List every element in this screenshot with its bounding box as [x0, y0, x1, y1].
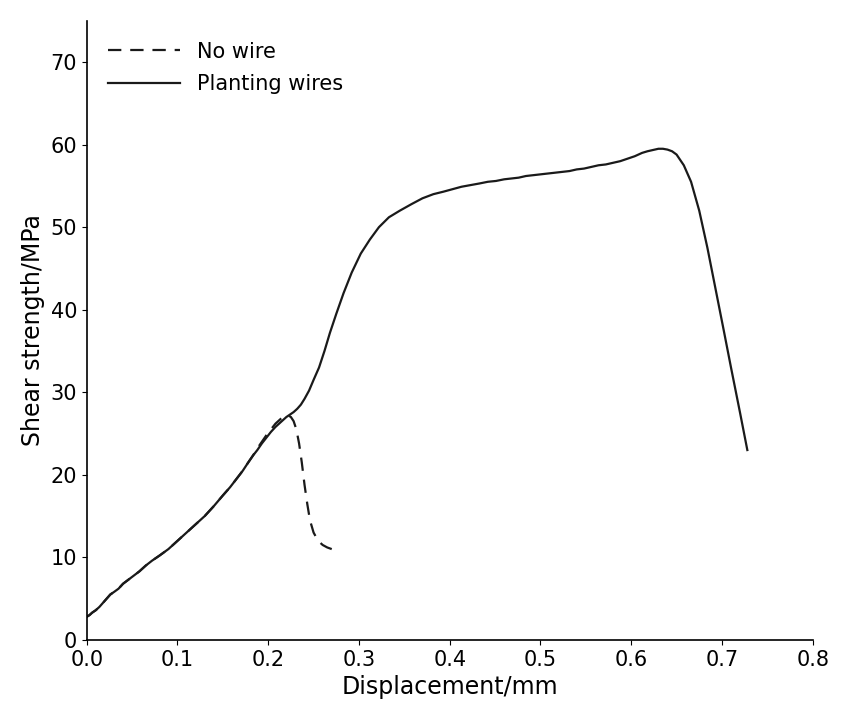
Legend: No wire, Planting wires: No wire, Planting wires: [97, 31, 354, 104]
Y-axis label: Shear strength/MPa: Shear strength/MPa: [21, 215, 45, 446]
X-axis label: Displacement/mm: Displacement/mm: [342, 675, 558, 699]
